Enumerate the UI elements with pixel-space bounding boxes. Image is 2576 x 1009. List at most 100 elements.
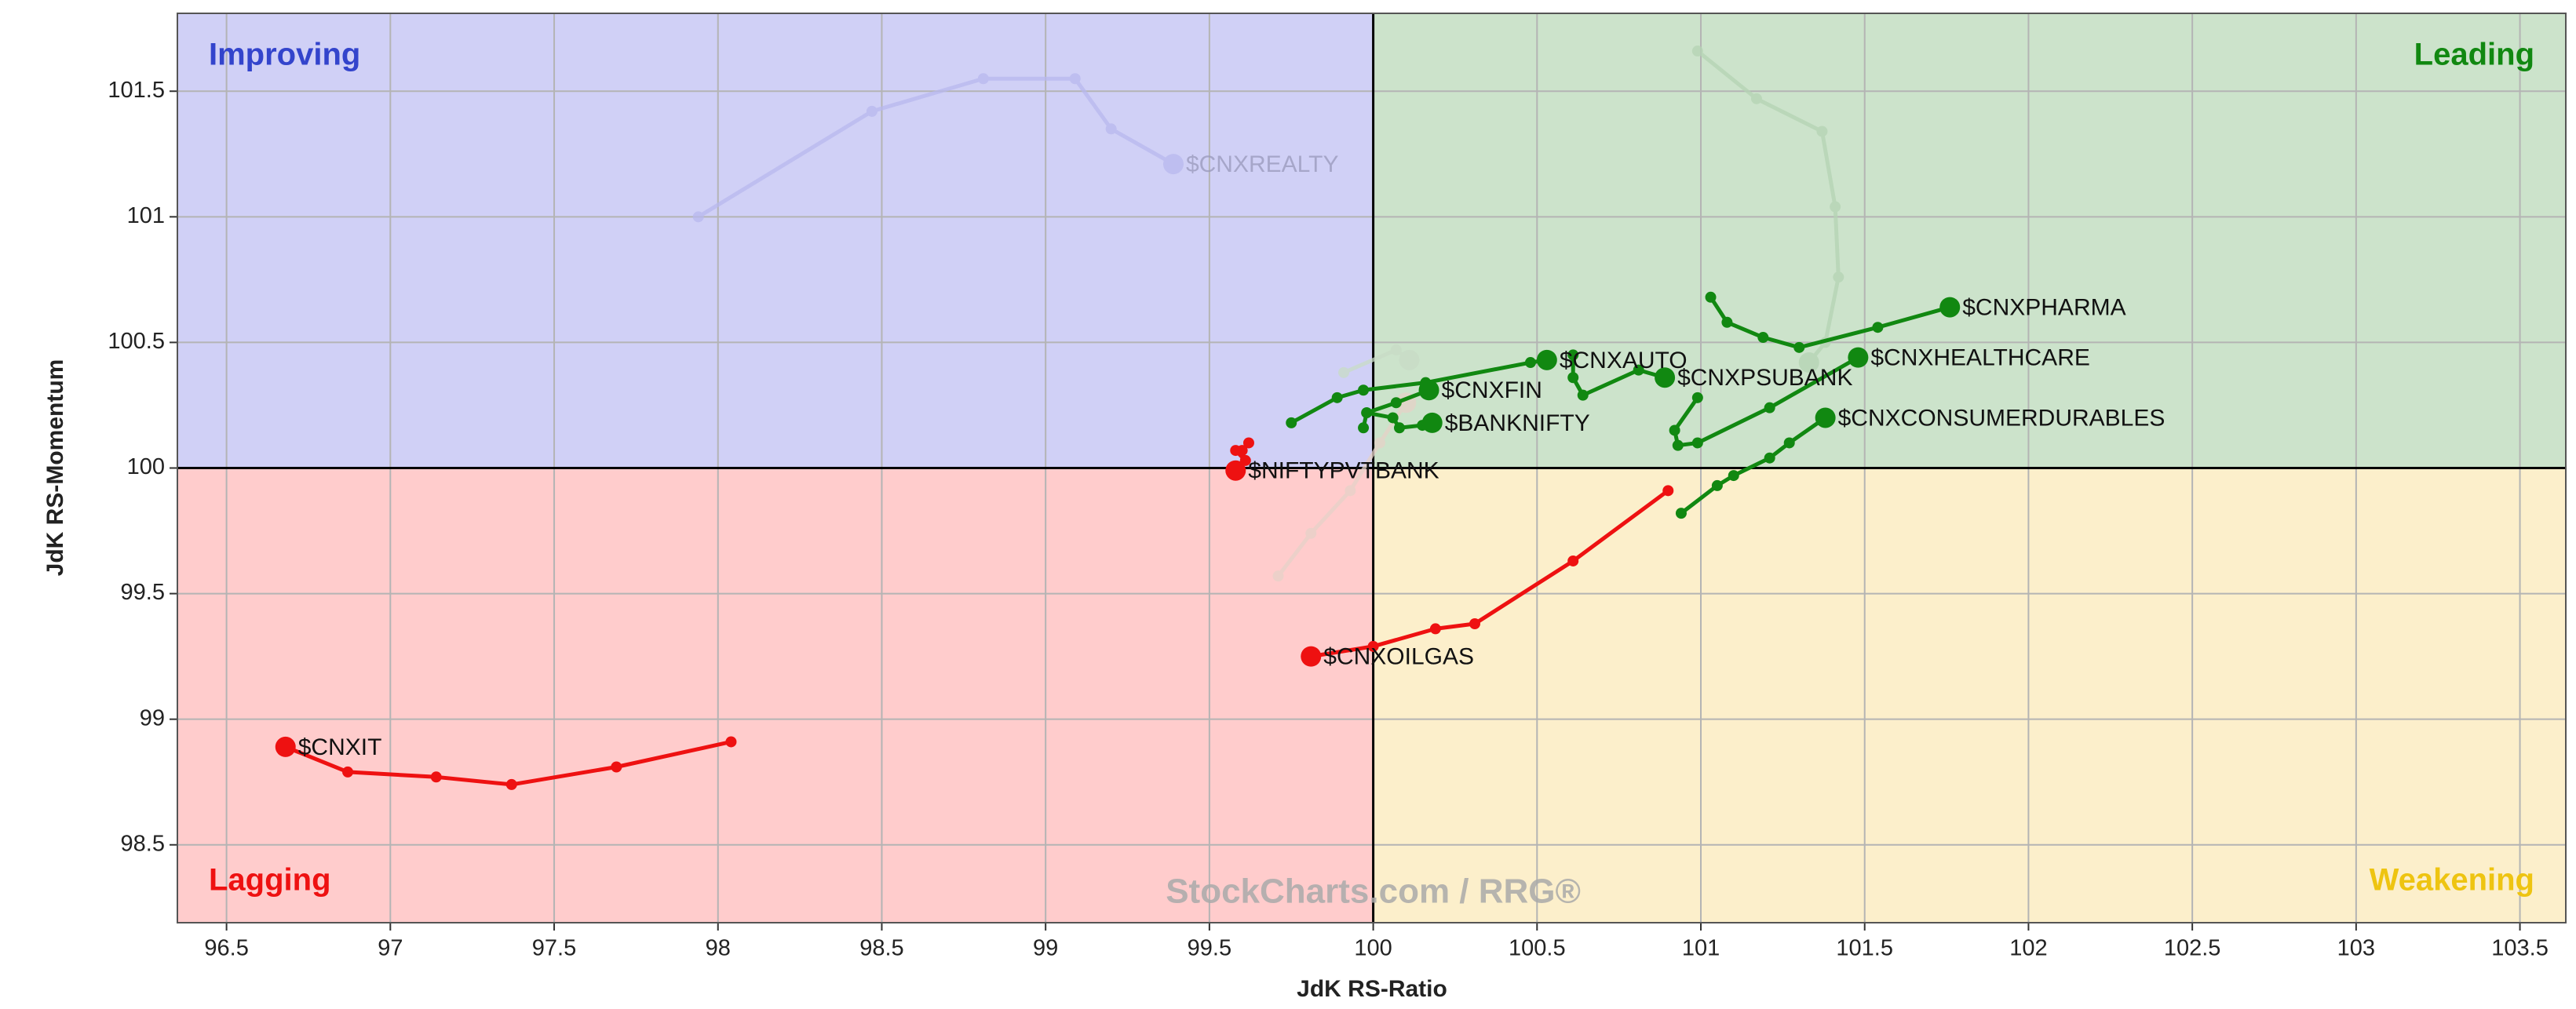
tail-point <box>725 736 737 748</box>
tail-point <box>1286 417 1297 428</box>
tail-point <box>1833 271 1844 283</box>
tail: $NIFTYPVTBANK <box>1225 437 1439 484</box>
tail-point <box>1374 437 1385 449</box>
quadrant <box>177 468 1374 923</box>
series-label: $CNXAUTO <box>1560 348 1688 373</box>
tail-point <box>505 778 517 790</box>
tail-line <box>1680 416 1827 515</box>
tail-point <box>1764 452 1775 464</box>
tail-point <box>1387 412 1399 424</box>
watermark: StockCharts.com / RRG® <box>1166 872 1581 911</box>
tail-point <box>1669 424 1680 436</box>
tail: $CNXCONSUMERDURABLES <box>1675 405 2165 519</box>
tail: $CNXHEALTHCARE <box>1669 345 2090 451</box>
tail-point <box>1358 422 1370 434</box>
tail-point <box>1672 439 1684 451</box>
quadrant-label: Leading <box>2414 38 2534 72</box>
tail-point <box>1872 322 1884 333</box>
tail-point <box>1393 422 1405 434</box>
tail-point <box>1331 392 1343 403</box>
x-tick-label: 99.5 <box>1188 936 1231 961</box>
tail-point <box>1358 384 1370 396</box>
tail-point <box>1567 349 1579 361</box>
series-label: $CNXIT <box>298 734 382 760</box>
tail: $BANKNIFTY <box>1361 407 1590 436</box>
tail-point <box>1367 640 1379 652</box>
tail-point <box>430 771 442 783</box>
tail-point <box>1105 123 1117 135</box>
tail: $CNXOILGAS <box>1301 485 1674 670</box>
y-tick-label: 101.5 <box>108 78 165 103</box>
tail: $CNXFIN <box>1358 377 1542 434</box>
x-tick-label: 97.5 <box>532 936 576 961</box>
tail-line <box>1673 355 1859 448</box>
quadrant-label: Improving <box>209 38 360 72</box>
tail-point <box>1567 555 1579 566</box>
quadrant <box>177 13 1374 468</box>
tail-point <box>1469 618 1480 630</box>
head-point <box>1162 154 1184 175</box>
tail-point <box>1783 437 1795 449</box>
tail-point <box>1230 445 1242 457</box>
quadrant <box>1373 468 2566 923</box>
tail-point <box>1705 291 1717 303</box>
tail: $CNXPHARMA <box>1705 291 2126 353</box>
series-label: $CNXPHARMA <box>1962 295 2125 321</box>
tail-point <box>1305 527 1317 539</box>
tail-point <box>1429 623 1441 635</box>
x-tick-label: 98.5 <box>859 936 903 961</box>
y-tick-label: 101 <box>127 203 165 228</box>
tail-point <box>1691 437 1703 449</box>
x-tick-label: 100 <box>1354 936 1392 961</box>
tail-point <box>1567 372 1579 384</box>
tail-point <box>1577 389 1589 401</box>
series-label: $BANKNIFTY <box>1445 410 1590 436</box>
tail-point <box>866 105 878 117</box>
tail-line <box>1361 388 1430 428</box>
tail: $CNXPSUBANK <box>1567 349 1852 401</box>
quadrant-label: Lagging <box>209 863 331 898</box>
tail-point <box>1272 570 1284 582</box>
head-point <box>1848 347 1869 368</box>
tail-point <box>1764 402 1775 413</box>
head-point <box>1798 352 1819 373</box>
quadrant-label: Weakening <box>2370 863 2534 898</box>
head-point <box>1421 412 1443 433</box>
tail-point <box>1750 93 1762 104</box>
tail-point <box>1816 126 1828 137</box>
tail: $CNXIT <box>275 734 737 790</box>
x-tick-label: 99 <box>1033 936 1058 961</box>
head-point <box>1225 460 1246 481</box>
tail <box>1338 344 1420 378</box>
tail-point <box>1390 397 1402 409</box>
head-point <box>1939 297 1961 318</box>
y-axis-title: JdK RS-Momentum <box>42 359 68 577</box>
x-tick-label: 103.5 <box>2491 936 2549 961</box>
x-tick-label: 103 <box>2337 936 2375 961</box>
tail-point <box>1691 392 1703 403</box>
y-tick-label: 99.5 <box>121 580 165 605</box>
tail-point <box>1338 366 1350 378</box>
tail-point <box>1793 341 1805 353</box>
head-point <box>1301 646 1322 667</box>
tail-point <box>1757 332 1769 344</box>
tail-point <box>692 211 704 223</box>
x-tick-label: 100.5 <box>1509 936 1566 961</box>
tail-point <box>1728 470 1739 482</box>
series-label: $CNXREALTY <box>1186 151 1339 177</box>
tail-point <box>977 73 989 85</box>
y-tick-label: 98.5 <box>121 831 165 856</box>
tail-point <box>1069 73 1081 85</box>
x-tick-label: 101.5 <box>1836 936 1893 961</box>
tail-point <box>1675 508 1687 519</box>
series-label: $CNXOILGAS <box>1323 644 1474 670</box>
x-axis-title: JdK RS-Ratio <box>1297 976 1447 1002</box>
y-tick-label: 99 <box>140 705 165 730</box>
series-label: $CNXHEALTHCARE <box>1870 345 2090 371</box>
tail-point <box>1830 201 1841 213</box>
tail-point <box>1662 485 1674 497</box>
quadrant <box>1373 13 2566 468</box>
x-tick-label: 102.5 <box>2164 936 2221 961</box>
y-tick-label: 100.5 <box>108 329 165 354</box>
tail-point <box>1390 344 1402 356</box>
